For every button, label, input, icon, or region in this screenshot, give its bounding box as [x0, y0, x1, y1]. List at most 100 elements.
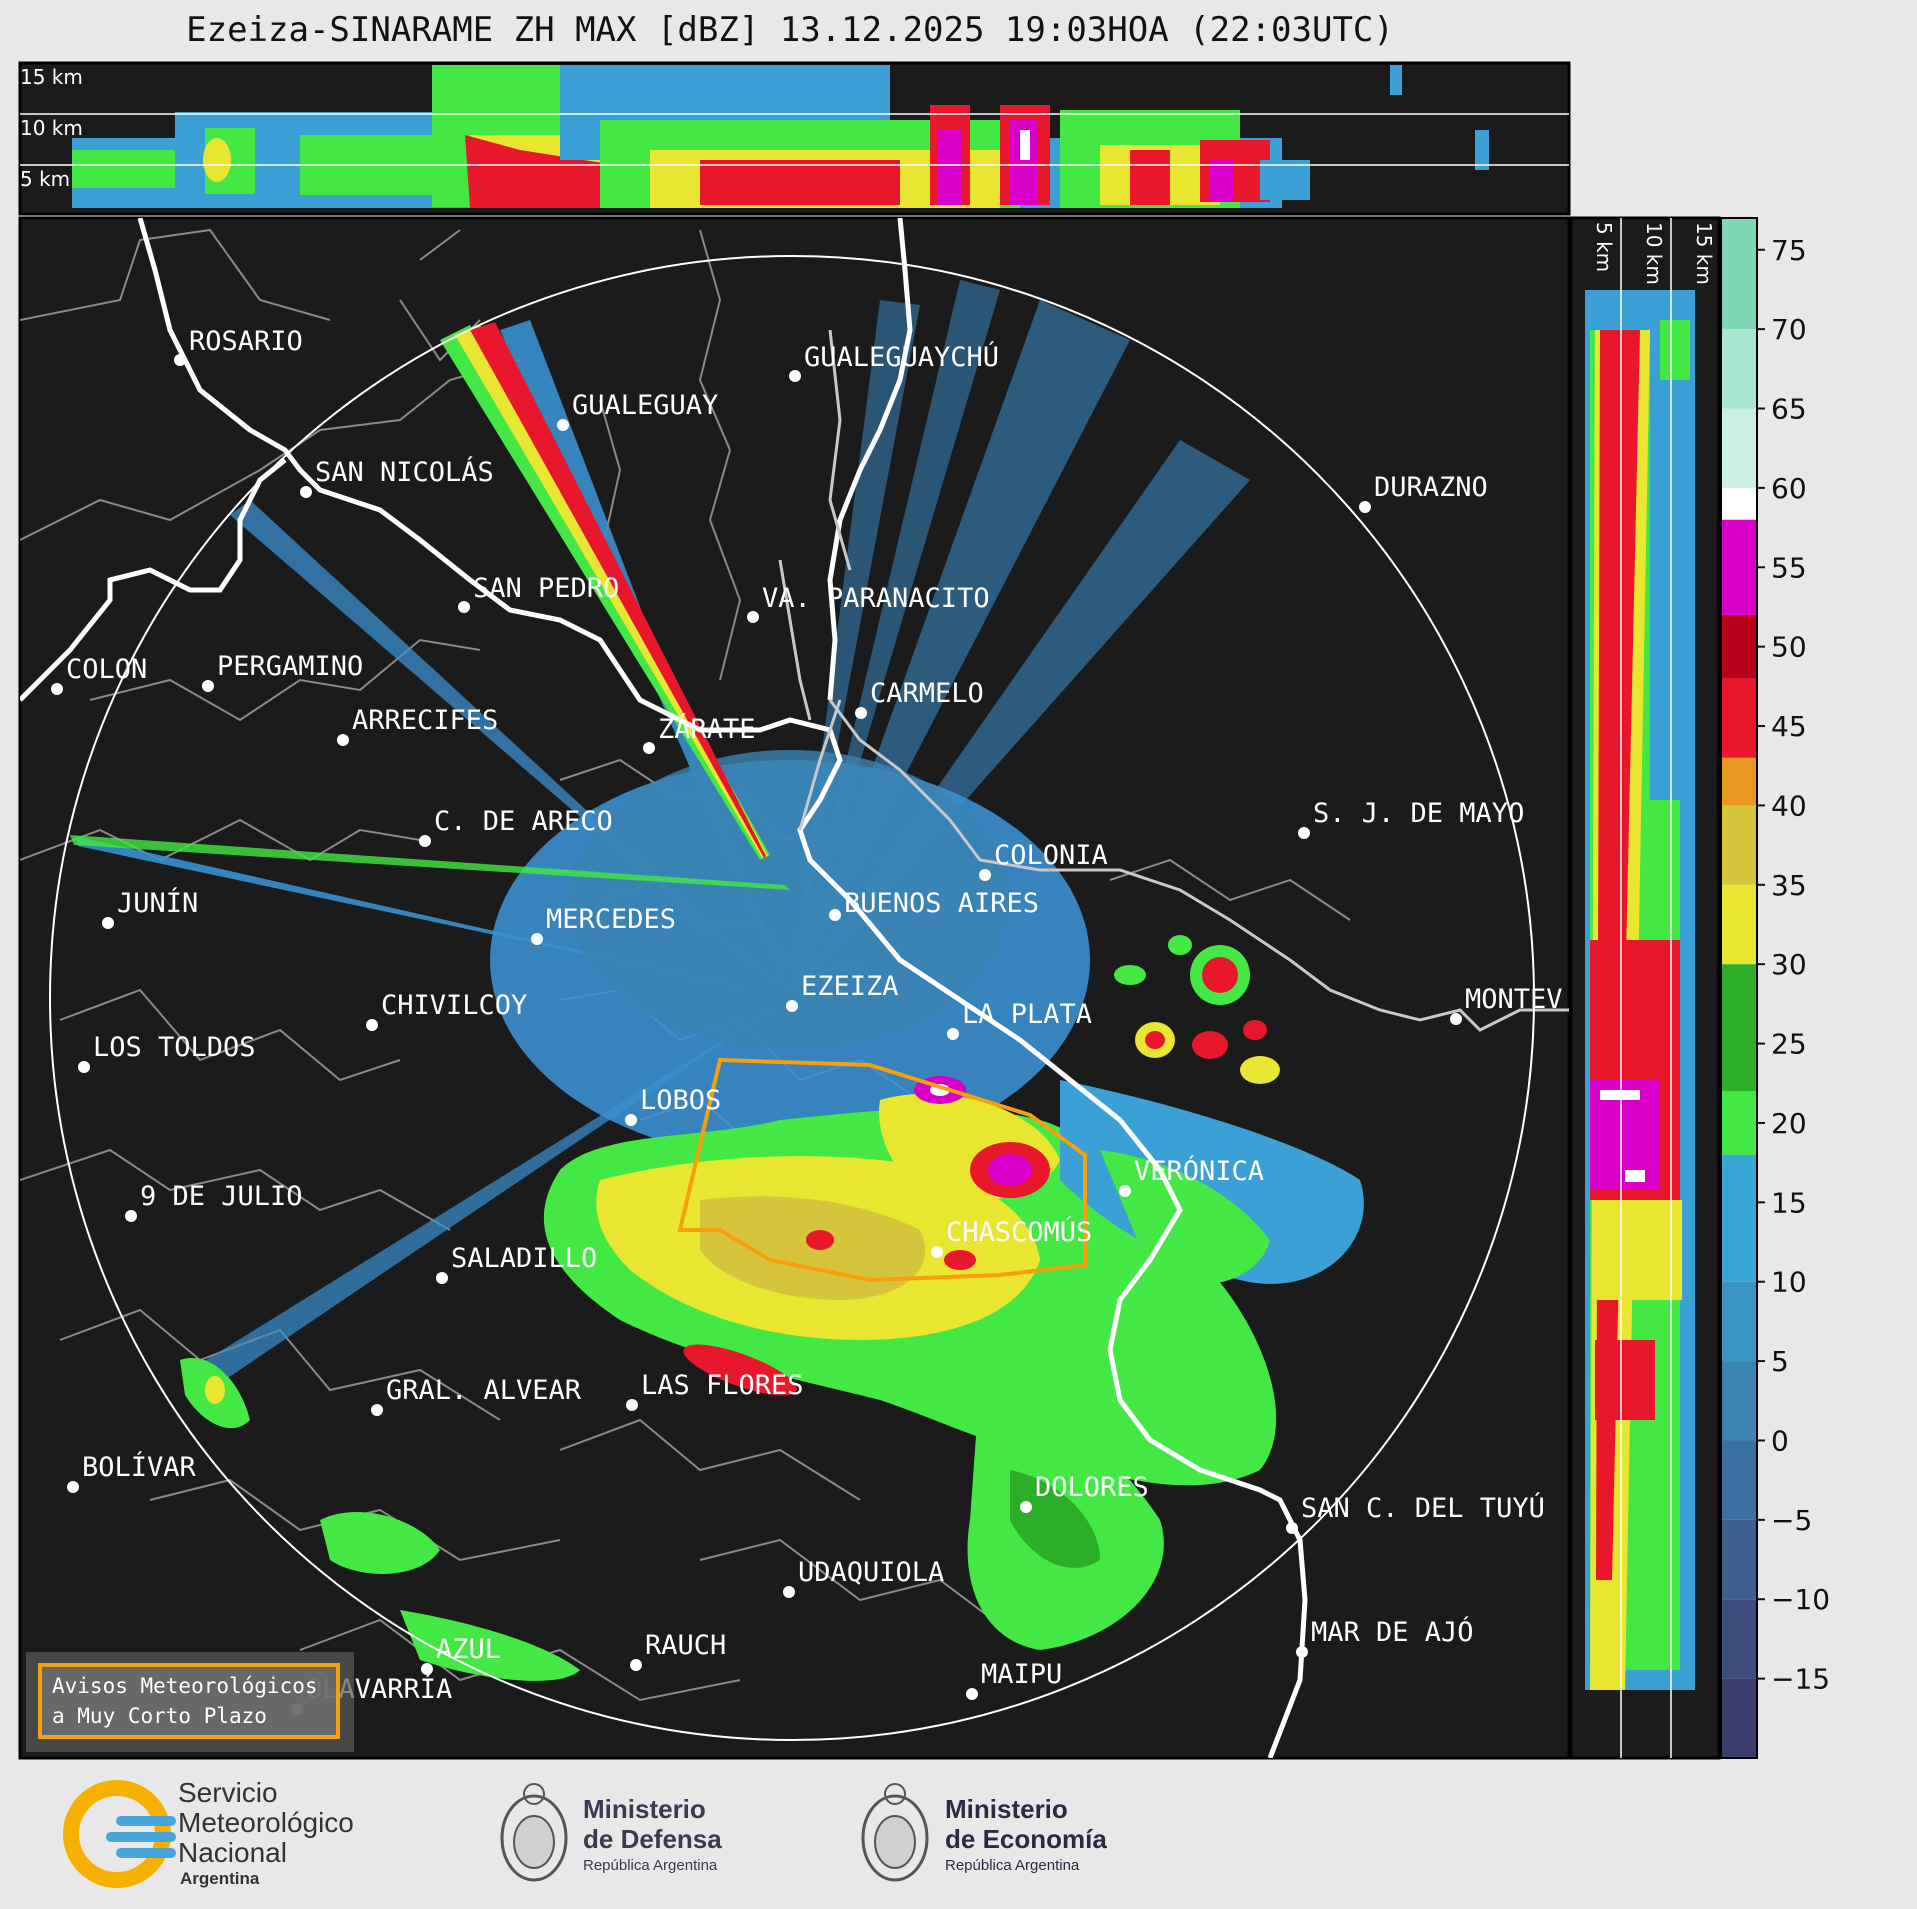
svg-text:ARRECIFES: ARRECIFES [352, 705, 498, 736]
svg-text:MAR DE AJÓ: MAR DE AJÓ [1311, 1616, 1474, 1648]
side-height-label-15: 15 km [1692, 222, 1716, 285]
city-markers: ROSARIO GUALEGUAYCHÚ GUALEGUAY SAN NICOL… [51, 326, 1563, 1715]
range-ring [49, 255, 1535, 1741]
colorbar-tick-label: 30 [1771, 948, 1807, 981]
colorbar-tick-label: 65 [1771, 393, 1807, 426]
svg-text:DURAZNO: DURAZNO [1374, 472, 1488, 503]
side-height-label-5: 5 km [1592, 222, 1616, 272]
city-san-pedro: SAN PEDRO [458, 573, 619, 613]
svg-text:SAN PEDRO: SAN PEDRO [473, 573, 619, 604]
city-ezeiza: EZEIZA [786, 971, 899, 1012]
colorbar-band-17 [1721, 329, 1757, 409]
alert-box[interactable]: Avisos Meteorológicos a Muy Corto Plazo [38, 1663, 340, 1739]
colorbar-segments [1721, 218, 1757, 1758]
defensa-line2: de Defensa [583, 1824, 722, 1854]
colorbar-band-2 [1721, 1519, 1757, 1600]
colorbar-band-5 [1721, 1281, 1757, 1362]
svg-text:GUALEGUAYCHÚ: GUALEGUAYCHÚ [804, 341, 999, 373]
city-mercedes: MERCEDES [531, 904, 676, 945]
top-height-label-10: 10 km [20, 116, 83, 140]
city-bolivar: BOLÍVAR [67, 1451, 197, 1493]
colorbar-band-15 [1721, 487, 1757, 520]
smn-line4: Argentina [180, 1869, 260, 1888]
svg-text:SAN NICOLÁS: SAN NICOLÁS [315, 456, 494, 488]
city-azul: AZUL [421, 1634, 501, 1675]
colorbar-tick-label: 25 [1771, 1028, 1807, 1061]
svg-text:COLONIA: COLONIA [994, 840, 1108, 871]
city-sj-de-mayo: S. J. DE MAYO [1298, 798, 1524, 839]
city-buenos-aires: BUENOS AIRES [829, 888, 1039, 921]
colorbar-band-7 [1721, 1091, 1757, 1155]
svg-text:LOS TOLDOS: LOS TOLDOS [93, 1032, 256, 1063]
city-gualeguay: GUALEGUAY [557, 390, 718, 431]
city-gral-alvear: GRAL. ALVEAR [371, 1375, 582, 1416]
svg-text:UDAQUIOLA: UDAQUIOLA [798, 1557, 944, 1588]
svg-text:VA. PARANACITO: VA. PARANACITO [762, 583, 990, 614]
svg-text:CARMELO: CARMELO [870, 678, 984, 709]
svg-text:S. J. DE MAYO: S. J. DE MAYO [1313, 798, 1524, 829]
city-saladillo: SALADILLO [436, 1243, 597, 1284]
city-montevideo: MONTEV [1450, 984, 1563, 1025]
city-las-flores: LAS FLORES [626, 1370, 804, 1411]
colorbar-band-18 [1721, 218, 1757, 330]
city-rosario: ROSARIO [174, 326, 303, 366]
colorbar-band-9 [1721, 884, 1757, 965]
smn-logo: Servicio Meteorológico Nacional Argentin… [63, 1777, 354, 1888]
svg-text:LA PLATA: LA PLATA [962, 999, 1092, 1030]
svg-text:MAIPU: MAIPU [981, 1659, 1062, 1690]
economia-line3: República Argentina [945, 1857, 1080, 1874]
svg-text:BUENOS AIRES: BUENOS AIRES [844, 888, 1039, 919]
svg-text:MERCEDES: MERCEDES [546, 904, 676, 935]
svg-text:RAUCH: RAUCH [645, 1630, 726, 1661]
colorbar-tick-label: 50 [1771, 631, 1807, 664]
colorbar-tick-label: 0 [1771, 1424, 1789, 1457]
smn-line2: Meteorológico [178, 1807, 354, 1838]
borders [778, 329, 1569, 1032]
economia-line2: de Economía [945, 1824, 1107, 1854]
colorbar-band-6 [1721, 1154, 1757, 1282]
city-carmelo: CARMELO [855, 678, 984, 719]
alert-box-line1: Avisos Meteorológicos [52, 1674, 318, 1698]
page-title: Ezeiza-SINARAME ZH MAX [dBZ] 13.12.2025 … [186, 10, 1394, 50]
colorbar-band-8 [1721, 964, 1757, 1092]
svg-text:GUALEGUAY: GUALEGUAY [572, 390, 718, 421]
defensa-logo: Ministerio de Defensa República Argentin… [500, 1783, 722, 1882]
colorbar-band-12 [1721, 678, 1757, 758]
colorbar-tick-label: 20 [1771, 1107, 1807, 1140]
city-gualeguaychu: GUALEGUAYCHÚ [789, 341, 999, 382]
svg-text:MONTEV: MONTEV [1465, 984, 1563, 1015]
city-la-plata: LA PLATA [947, 999, 1092, 1040]
radar-map: ROSARIO GUALEGUAYCHÚ GUALEGUAY SAN NICOL… [18, 216, 1571, 1760]
svg-text:9 DE JULIO: 9 DE JULIO [140, 1181, 303, 1212]
svg-text:VERÓNICA: VERÓNICA [1134, 1155, 1264, 1187]
top-height-panel: 15 km 10 km 5 km [18, 61, 1571, 216]
colorbar-band-0 [1721, 1678, 1757, 1758]
city-pergamino: PERGAMINO [202, 651, 363, 692]
defensa-line3: República Argentina [583, 1857, 718, 1874]
city-veronica: VERÓNICA [1119, 1155, 1264, 1197]
svg-text:DOLORES: DOLORES [1035, 1472, 1149, 1503]
colorbar-tick-label: −5 [1771, 1504, 1812, 1537]
top-height-label-15: 15 km [20, 65, 83, 89]
svg-text:COLON: COLON [66, 654, 147, 685]
svg-text:SAN C. DEL TUYÚ: SAN C. DEL TUYÚ [1301, 1492, 1545, 1524]
city-zarate: ZÁRATE [643, 713, 756, 754]
alert-box-line2: a Muy Corto Plazo [52, 1704, 267, 1728]
city-9-de-julio: 9 DE JULIO [125, 1181, 303, 1222]
svg-text:SALADILLO: SALADILLO [451, 1243, 597, 1274]
city-dolores: DOLORES [1020, 1472, 1149, 1513]
footer-logos: Servicio Meteorológico Nacional Argentin… [63, 1777, 1107, 1888]
svg-text:C. DE ARECO: C. DE ARECO [434, 806, 613, 837]
city-rauch: RAUCH [630, 1630, 726, 1671]
city-los-toldos: LOS TOLDOS [78, 1032, 256, 1073]
colorbar-tick-label: 10 [1771, 1266, 1807, 1299]
city-san-c-del-tuyu: SAN C. DEL TUYÚ [1286, 1492, 1545, 1534]
side-height-panel: 5 km 10 km 15 km [1569, 216, 1721, 1760]
side-height-label-10: 10 km [1642, 222, 1666, 285]
colorbar-band-11 [1721, 757, 1757, 806]
colorbar-band-1 [1721, 1599, 1757, 1679]
colorbar-tick-label: −15 [1771, 1663, 1830, 1696]
svg-text:ZÁRATE: ZÁRATE [658, 713, 756, 745]
colorbar-band-3 [1721, 1440, 1757, 1520]
